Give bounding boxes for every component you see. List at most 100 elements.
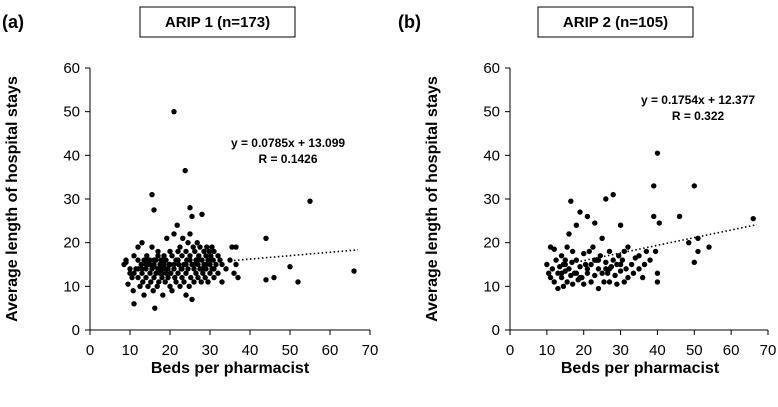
data-point [555,285,561,292]
data-point [562,257,568,263]
data-point [617,268,624,274]
data-point [189,213,195,220]
data-point [140,279,146,285]
data-point [652,248,659,255]
data-point [139,239,145,246]
data-point [183,248,189,255]
data-point [149,191,155,198]
data-point [203,253,209,259]
data-point [151,257,157,263]
data-point [621,248,627,255]
data-point [139,270,145,276]
y-tick-label: 20 [63,235,80,252]
data-point [577,209,583,215]
data-point [203,266,209,272]
data-point [562,261,568,268]
data-point [636,253,642,259]
data-point [143,266,149,272]
data-point [198,279,204,285]
data-point [654,270,661,276]
data-point [159,266,165,272]
data-point [558,253,565,259]
data-point [152,305,158,311]
data-point [148,279,154,285]
data-point [706,244,712,250]
data-point [192,248,198,255]
data-point [199,266,205,272]
chart-panel-a: (a) ARIP 1 (n=173) 0 10 20 30 40 50 60 0 10 20 30 40 5… [2,6,378,377]
x-tick-label: 30 [612,342,629,359]
data-point [193,270,199,276]
data-point [215,253,221,259]
data-point [544,261,550,268]
data-point [564,279,570,285]
y-tick-label: 50 [483,104,500,121]
data-point [150,288,156,294]
data-point [617,222,624,228]
data-point [185,239,191,246]
y-tick-label: 40 [63,147,80,164]
data-point [271,274,277,281]
data-point [595,266,602,272]
data-point [573,270,580,276]
data-point [215,270,221,276]
y-tick-label: 10 [63,278,80,295]
data-point [171,266,177,272]
data-point [179,253,185,259]
data-point [603,196,609,202]
data-point [206,248,212,255]
data-point [127,270,133,276]
data-point [229,244,235,250]
y-tick-label: 0 [492,322,500,339]
data-point [182,167,188,174]
data-point [127,266,133,272]
data-point [558,270,565,276]
data-point [167,261,173,268]
data-point [177,283,183,290]
data-point [603,266,609,272]
data-point [219,261,225,268]
y-axis-label: Average length of hospital stays [4,76,21,322]
data-point [185,266,191,272]
y-tick-label: 20 [483,235,500,252]
data-point [141,292,147,298]
data-point [209,244,215,250]
correlation-r: R = 0.1426 [258,152,317,166]
data-point [592,220,598,226]
data-point [187,205,193,211]
data-point [186,283,192,290]
data-point [651,213,657,220]
data-point [569,281,576,287]
data-point [628,261,635,268]
data-point [307,198,313,204]
data-point [179,266,185,272]
data-point [208,253,214,259]
data-point [163,270,169,276]
regression-equation: y = 0.1754x + 12.377 [641,93,755,107]
data-point [603,259,609,266]
data-point [176,261,182,268]
data-point [171,231,177,237]
data-point [599,235,605,241]
data-point [287,263,293,270]
trendline [229,249,359,262]
data-point [135,244,141,250]
data-point [144,253,150,259]
data-point [621,279,627,285]
data-point [159,257,165,263]
data-point [213,261,219,268]
data-point [546,270,552,276]
data-point [203,261,209,268]
data-point [179,274,185,281]
data-point [204,244,210,250]
chart-title-box [537,6,694,38]
regression-equation: y = 0.0785x + 13.099 [231,136,345,150]
x-tick-label: 50 [686,342,703,359]
data-point [619,257,626,263]
data-point [172,274,178,281]
data-point [654,150,661,156]
data-point [588,261,594,268]
x-tick-label: 10 [122,342,139,359]
data-point [217,257,223,263]
